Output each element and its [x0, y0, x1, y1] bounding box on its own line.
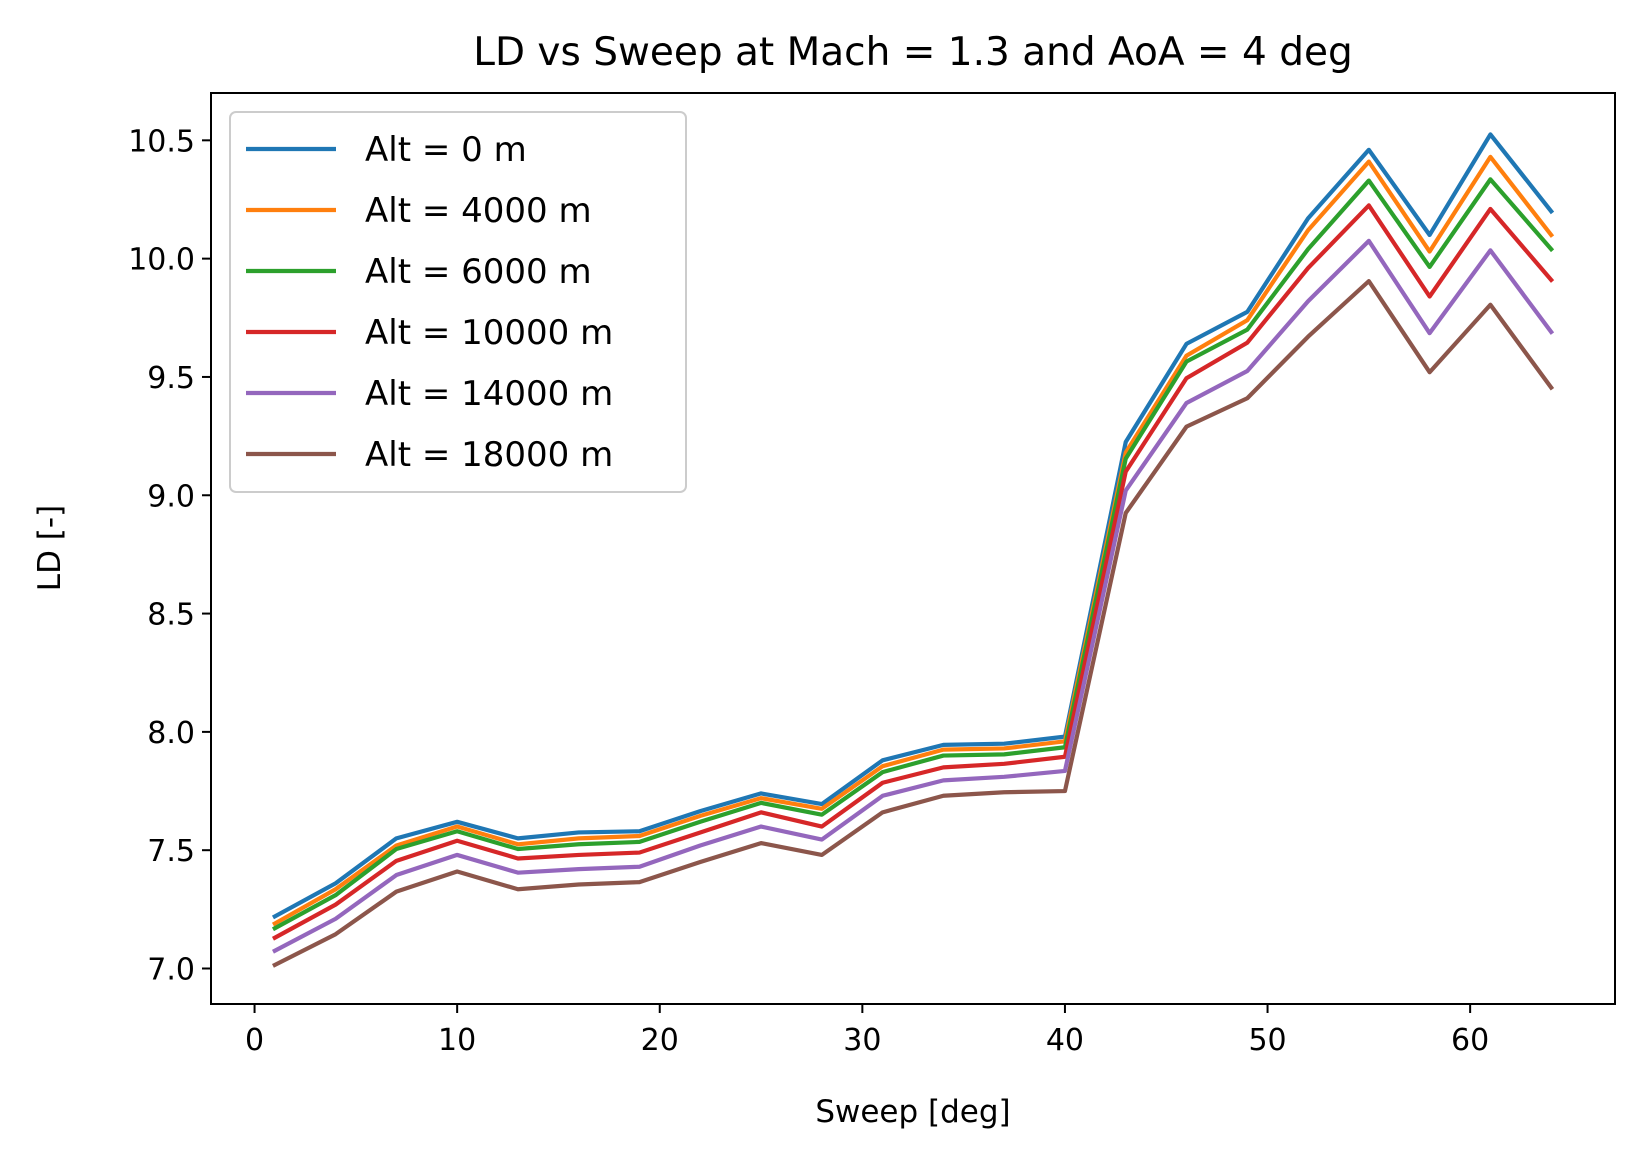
x-tick-label: 40 [1046, 1023, 1084, 1058]
x-axis: 0 10 20 30 40 50 60 [245, 1004, 1489, 1058]
series-line-5 [271, 238, 1555, 954]
x-tick-label: 0 [245, 1023, 264, 1058]
legend-box [229, 111, 687, 493]
legend: Alt = 0 m Alt = 4000 m Alt = 6000 m Alt = 1… [229, 111, 687, 493]
x-tick-label: 10 [438, 1023, 476, 1058]
y-axis-label: LD [-] [32, 505, 68, 591]
y-tick-label: 9.5 [147, 361, 195, 396]
legend-label: Alt = 0 m [365, 130, 527, 170]
series-line-6 [271, 279, 1555, 968]
y-tick-label: 9.0 [147, 479, 195, 514]
x-tick-label: 60 [1451, 1023, 1489, 1058]
y-tick-label: 8.0 [147, 716, 195, 751]
x-tick-label: 20 [641, 1023, 679, 1058]
series-line-1 [271, 132, 1555, 920]
chart-title: LD vs Sweep at Mach = 1.3 and AoA = 4 de… [473, 30, 1352, 75]
series-line-2 [271, 154, 1555, 927]
legend-label: Alt = 4000 m [365, 191, 592, 231]
y-tick-label: 7.5 [147, 834, 195, 869]
x-tick-label: 30 [843, 1023, 881, 1058]
y-tick-label: 8.5 [147, 598, 195, 633]
y-axis: 7.0 7.5 8.0 8.5 9.0 9.5 10.0 10.5 [128, 124, 211, 988]
x-tick-label: 50 [1248, 1023, 1286, 1058]
legend-label: Alt = 10000 m [365, 313, 613, 353]
legend-label: Alt = 18000 m [365, 435, 613, 475]
y-tick-label: 7.0 [147, 953, 195, 988]
series-layer [271, 132, 1555, 968]
legend-label: Alt = 6000 m [365, 252, 592, 292]
y-tick-label: 10.5 [128, 124, 195, 159]
y-tick-label: 10.0 [128, 243, 195, 278]
x-axis-label: Sweep [deg] [815, 1094, 1010, 1130]
plot-frame [210, 92, 1616, 1005]
legend-label: Alt = 14000 m [365, 374, 613, 414]
series-line-3 [271, 177, 1555, 932]
series-line-4 [271, 203, 1555, 941]
